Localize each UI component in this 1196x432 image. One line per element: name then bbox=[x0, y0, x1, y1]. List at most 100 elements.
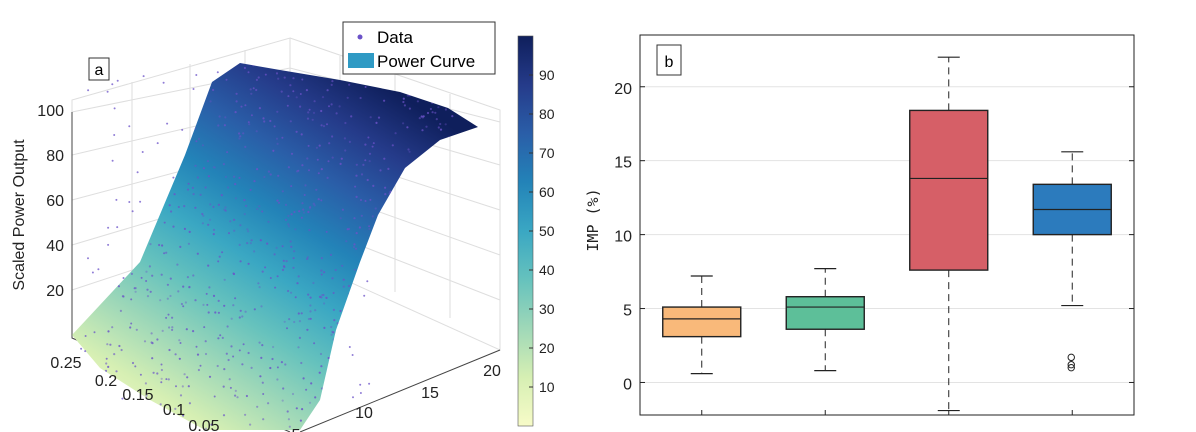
scatter-point bbox=[246, 242, 249, 245]
scatter-point bbox=[136, 136, 139, 139]
scatter-point bbox=[334, 359, 337, 362]
scatter-point bbox=[287, 95, 290, 98]
scatter-point bbox=[342, 278, 345, 281]
scatter-point bbox=[293, 211, 296, 213]
scatter-point bbox=[376, 412, 379, 415]
scatter-point bbox=[308, 108, 311, 111]
scatter-point bbox=[99, 145, 102, 148]
scatter-point bbox=[160, 194, 163, 197]
scatter-point bbox=[318, 371, 321, 374]
scatter-point bbox=[133, 287, 136, 290]
scatter-point bbox=[355, 232, 358, 235]
scatter-point bbox=[97, 268, 100, 271]
scatter-point bbox=[222, 385, 225, 388]
scatter-point bbox=[416, 100, 419, 103]
scatter-point bbox=[259, 375, 262, 378]
scatter-point bbox=[89, 240, 92, 243]
scatter-point bbox=[195, 140, 198, 143]
scatter-point bbox=[89, 204, 92, 208]
scatter-point bbox=[446, 308, 449, 311]
scatter-point bbox=[372, 355, 375, 358]
scatter-point bbox=[217, 337, 220, 340]
scatter-point bbox=[301, 78, 304, 81]
scatter-point bbox=[241, 363, 244, 366]
scatter-point bbox=[342, 285, 345, 288]
scatter-point bbox=[383, 291, 386, 294]
scatter-point bbox=[213, 76, 216, 79]
scatter-point bbox=[455, 413, 458, 416]
y-tick-label: 20 bbox=[614, 81, 632, 98]
scatter-point bbox=[95, 136, 98, 139]
scatter-point bbox=[425, 125, 428, 128]
scatter-point bbox=[290, 185, 293, 188]
colorbar-ticks: 10 20 30 40 50 60 70 80 90 bbox=[529, 67, 555, 395]
scatter-point bbox=[139, 200, 142, 203]
scatter-point bbox=[147, 141, 150, 144]
scatter-point bbox=[314, 396, 317, 399]
scatter-point bbox=[322, 293, 325, 297]
scatter-point bbox=[249, 423, 252, 426]
scatter-point bbox=[111, 83, 114, 86]
scatter-point bbox=[256, 207, 259, 211]
scatter-point bbox=[160, 273, 163, 276]
scatter-point bbox=[133, 144, 136, 147]
scatter-point bbox=[117, 285, 120, 288]
scatter-point bbox=[169, 277, 172, 280]
scatter-point bbox=[222, 414, 226, 417]
scatter-point bbox=[408, 359, 411, 362]
scatter-point bbox=[474, 400, 477, 403]
scatter-point bbox=[353, 217, 356, 220]
scatter-point bbox=[372, 142, 375, 145]
scatter-point bbox=[246, 228, 249, 231]
scatter-point bbox=[341, 208, 344, 211]
colorbar-tick-label: 40 bbox=[539, 262, 555, 278]
scatter-point bbox=[106, 155, 109, 158]
scatter-point bbox=[175, 136, 178, 139]
scatter-point bbox=[249, 242, 252, 245]
scatter-point bbox=[339, 309, 342, 313]
scatter-point bbox=[284, 218, 287, 221]
scatter-point bbox=[148, 265, 151, 268]
scatter-point bbox=[320, 365, 323, 368]
scatter-point bbox=[216, 364, 219, 368]
scatter-point bbox=[212, 88, 215, 92]
scatter-point bbox=[376, 357, 379, 360]
scatter-point bbox=[345, 365, 348, 368]
scatter-point bbox=[419, 401, 422, 405]
scatter-point bbox=[403, 104, 406, 107]
scatter-point bbox=[444, 108, 447, 111]
scatter-point bbox=[315, 416, 318, 419]
scatter-point bbox=[354, 185, 357, 188]
scatter-point bbox=[120, 348, 123, 352]
scatter-point bbox=[416, 249, 419, 252]
scatter-point bbox=[368, 152, 372, 155]
y-tick-label: 10 bbox=[355, 405, 373, 422]
scatter-point bbox=[323, 302, 326, 305]
scatter-point bbox=[123, 66, 127, 69]
scatter-point bbox=[108, 158, 112, 161]
scatter-point bbox=[344, 344, 347, 347]
scatter-point bbox=[360, 214, 363, 217]
scatter-point bbox=[84, 350, 87, 353]
scatter-point bbox=[258, 107, 261, 110]
scatter-point bbox=[462, 149, 465, 152]
scatter-point bbox=[347, 284, 351, 288]
scatter-point bbox=[130, 322, 133, 325]
scatter-point bbox=[364, 143, 367, 146]
scatter-point bbox=[128, 201, 131, 203]
scatter-point bbox=[308, 169, 310, 172]
scatter-point bbox=[355, 310, 358, 313]
scatter-point bbox=[299, 93, 302, 95]
scatter-point bbox=[228, 378, 231, 381]
scatter-point bbox=[134, 290, 137, 293]
colorbar-tick-label: 70 bbox=[539, 145, 555, 161]
scatter-point bbox=[443, 226, 446, 229]
scatter-point bbox=[255, 88, 258, 92]
scatter-point bbox=[212, 233, 215, 236]
scatter-point bbox=[262, 393, 265, 395]
scatter-point bbox=[139, 373, 142, 376]
scatter-point bbox=[192, 330, 195, 333]
scatter-point bbox=[429, 107, 432, 111]
scatter-point bbox=[294, 228, 297, 231]
scatter-point bbox=[306, 328, 309, 331]
